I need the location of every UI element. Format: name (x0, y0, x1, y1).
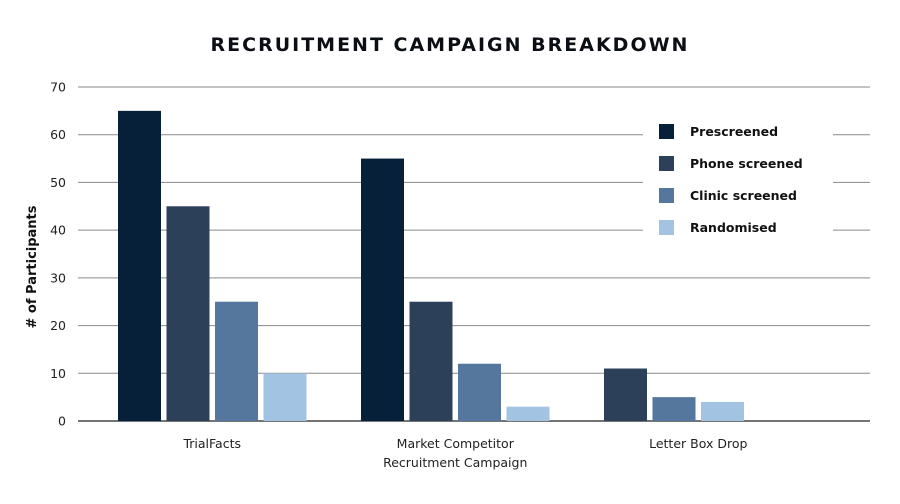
y-tick-label: 40 (50, 223, 66, 238)
y-tick-label: 0 (58, 414, 66, 429)
legend-label: Randomised (690, 220, 777, 235)
bar-clinic-screened (215, 301, 258, 421)
y-axis-label: # of Participants (25, 205, 40, 328)
y-tick-label: 70 (50, 80, 66, 95)
bar-phone-screened (409, 301, 453, 421)
bar-randomised (506, 406, 550, 421)
x-category-label: TrialFacts (182, 436, 241, 451)
legend-swatch (659, 156, 674, 171)
x-category-label: Recruitment Campaign (383, 455, 527, 470)
legend-label: Prescreened (690, 124, 778, 139)
legend-label: Phone screened (690, 156, 803, 171)
bars (118, 110, 744, 422)
y-tick-label: 10 (50, 366, 66, 381)
y-tick-label: 20 (50, 318, 66, 333)
legend-background (643, 112, 833, 246)
bar-prescreened (361, 158, 404, 422)
legend-swatch (659, 220, 674, 235)
bar-phone-screened (166, 206, 210, 421)
bar-clinic-screened (458, 363, 501, 421)
bar-randomised (701, 401, 744, 421)
bar-clinic-screened (652, 397, 696, 421)
legend: Prescreened Phone screened Clinic screened… (659, 124, 803, 235)
legend-label: Clinic screened (690, 188, 797, 203)
bar-prescreened (118, 110, 161, 421)
y-tick-label: 60 (50, 127, 66, 142)
y-axis-ticks: 0 10 20 30 40 50 60 70 (50, 80, 66, 429)
x-category-label: Market Competitor (397, 436, 515, 451)
y-tick-label: 50 (50, 175, 66, 190)
bar-randomised (263, 373, 307, 421)
legend-swatch (659, 188, 674, 203)
legend-box (643, 112, 833, 246)
y-tick-label: 30 (50, 270, 66, 285)
x-category-label: Letter Box Drop (649, 436, 747, 451)
legend-swatch (659, 124, 674, 139)
x-axis-categories: TrialFacts Market Competitor Recruitment C… (182, 436, 747, 470)
chart-title: RECRUITMENT CAMPAIGN BREAKDOWN (210, 34, 690, 56)
bar-phone-screened (604, 368, 647, 421)
